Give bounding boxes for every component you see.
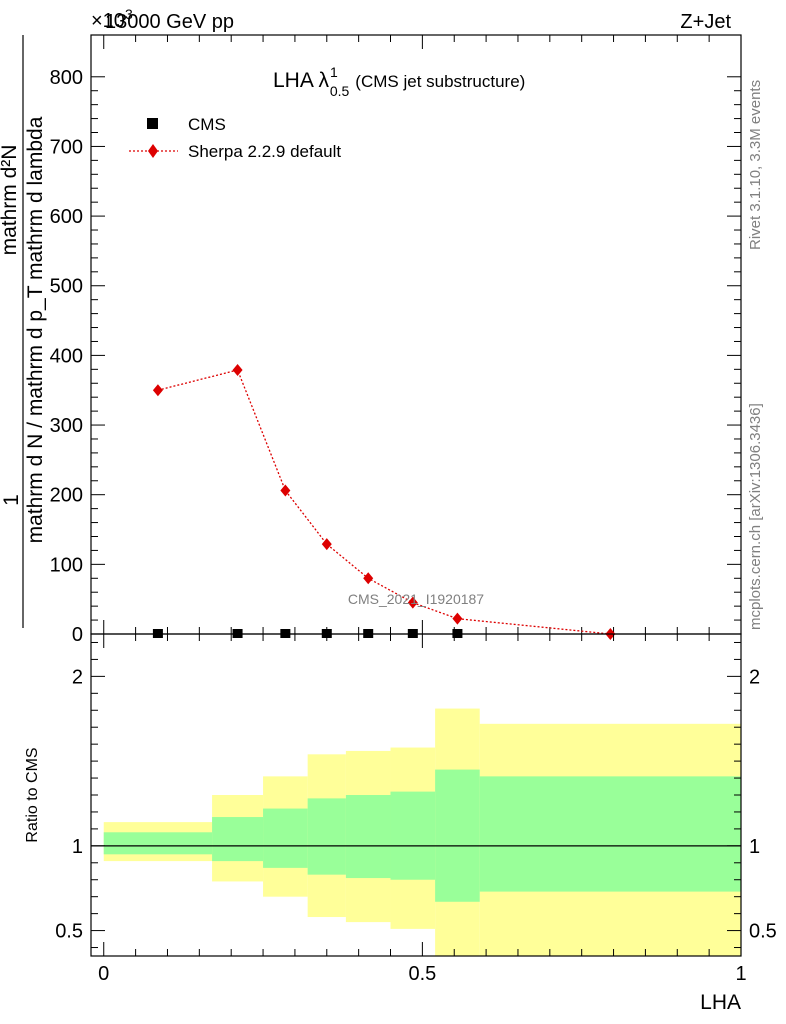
main-ytick-label: 700	[50, 136, 83, 158]
sherpa-point	[452, 612, 463, 625]
sherpa-point	[280, 484, 291, 497]
sherpa-point	[321, 538, 332, 551]
inner-band-bin	[479, 776, 741, 892]
ratio-ytick-label-right: 0.5	[749, 921, 777, 943]
main-ytick-label: 0	[72, 624, 83, 646]
main-ylabel: 1 mathrm d N / mathrm d p_T mathrm d lam…	[0, 35, 47, 628]
main-ytick-label: 600	[50, 206, 83, 228]
sherpa-point	[232, 364, 243, 377]
main-panel: 0 100 200 300 400 500 600 700 800	[50, 34, 742, 646]
main-ytick-label: 100	[50, 554, 83, 576]
legend-sherpa-marker	[148, 144, 158, 158]
inner-band-bin	[435, 769, 480, 902]
legend-sherpa-label: Sherpa 2.2.9 default	[188, 142, 341, 161]
energy-label: 13000 GeV pp	[105, 11, 234, 33]
inner-band-bin	[212, 817, 264, 862]
inner-band-bin	[390, 791, 436, 880]
svg-text:1: 1	[0, 494, 23, 506]
ratio-xtick-label: 1	[735, 963, 746, 985]
main-ylabel-top: mathrm d²N	[0, 145, 21, 256]
ratio-ylabel: Ratio to CMS	[24, 747, 41, 842]
ratio-xtick-label: 0.5	[408, 963, 436, 985]
xlabel: LHA	[700, 991, 741, 1014]
inner-band-bin	[345, 795, 391, 879]
inner-band-bin	[263, 808, 308, 868]
legend: CMS Sherpa 2.2.9 default	[129, 115, 341, 161]
ratio-panel: 0.5 0.51 12 20 0.5 1	[55, 633, 777, 985]
legend-cms-marker	[147, 118, 158, 129]
ratio-ytick-label: 2	[72, 666, 83, 688]
ratio-xtick-label: 0	[98, 963, 109, 985]
main-ytick-label: 200	[50, 485, 83, 507]
ratio-ytick-label-right: 2	[749, 666, 760, 688]
exponent-label: ×103	[91, 6, 133, 32]
mcplots-label: mcplots.cern.ch [arXiv:1306.3436]	[747, 403, 764, 630]
main-ytick-label: 400	[50, 345, 83, 367]
sherpa-point	[152, 384, 163, 397]
sherpa-point	[407, 596, 418, 609]
sherpa-point	[363, 572, 374, 585]
legend-cms-label: CMS	[188, 115, 226, 134]
ratio-ytick-label-right: 1	[749, 836, 760, 858]
analysis-id-label: CMS_2021_I1920187	[348, 591, 484, 607]
main-ytick-label: 500	[50, 276, 83, 298]
rivet-version-label: Rivet 3.1.10, 3.3M events	[747, 80, 764, 250]
process-label: Z+Jet	[680, 11, 731, 33]
main-ytick-label: 800	[50, 67, 83, 89]
inner-band-bin	[307, 798, 346, 875]
inner-band-bin	[103, 832, 213, 855]
ratio-ytick-label: 1	[72, 836, 83, 858]
main-ytick-label: 300	[50, 415, 83, 437]
ratio-ytick-label: 0.5	[55, 921, 83, 943]
plot-title: LHA λ1 0.5 (CMS jet substructure)	[273, 64, 525, 99]
main-ylabel-denominator: mathrm d N / mathrm d p_T mathrm d lambd…	[24, 116, 47, 543]
